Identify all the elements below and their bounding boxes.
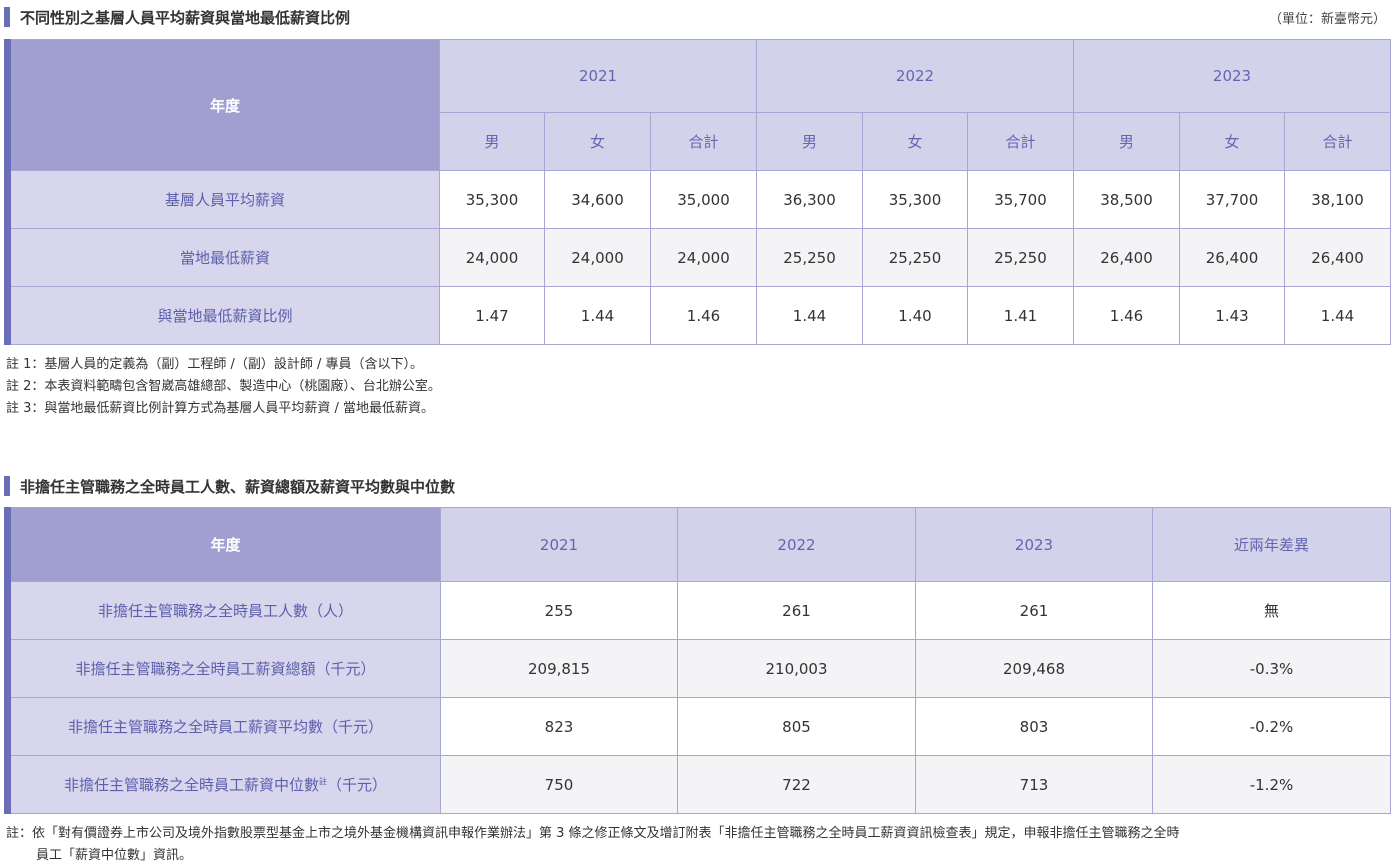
- table1-year-2021: 2021: [439, 39, 757, 113]
- table-cell: 24,000: [544, 228, 651, 287]
- row-label-main: 非擔任主管職務之全時員工薪資中位數: [63, 776, 319, 794]
- table-cell: 25,250: [967, 228, 1074, 287]
- table-cell: 209,468: [915, 639, 1153, 698]
- footnote-marker: 註: [319, 777, 327, 786]
- table-cell: 1.41: [967, 286, 1074, 345]
- table-cell: 803: [915, 697, 1153, 756]
- table1-gender-header: 合計: [1284, 112, 1391, 171]
- table-cell: 38,100: [1284, 170, 1391, 229]
- table-cell: 1.43: [1179, 286, 1285, 345]
- section2-accent-bar: [4, 476, 10, 496]
- table-cell: 無: [1152, 581, 1391, 640]
- table-row: 非擔任主管職務之全時員工薪資總額（千元） 209,815 210,003 209…: [4, 639, 1391, 698]
- table1-gender-header: 女: [862, 112, 968, 171]
- section1-notes: 註 1：基層人員的定義為（副）工程師 /（副）設計師 / 專員（含以下）。 註 …: [6, 354, 441, 420]
- row-label: 與當地最低薪資比例: [4, 286, 440, 345]
- table1-corner-year: 年度: [4, 39, 440, 171]
- note-line: 註：依「對有價證券上市公司及境外指數股票型基金上市之境外基金機構資訊申報作業辦法…: [6, 826, 1180, 841]
- row-label: 非擔任主管職務之全時員工薪資中位數註（千元）: [4, 755, 441, 814]
- non-manager-salary-table: 年度 2021 2022 2023 近兩年差異 非擔任主管職務之全時員工人數（人…: [4, 507, 1391, 814]
- section2-title: 非擔任主管職務之全時員工人數、薪資總額及薪資平均數與中位數: [20, 477, 456, 496]
- table-cell: 26,400: [1284, 228, 1391, 287]
- table-cell: 26,400: [1179, 228, 1285, 287]
- table-cell: 36,300: [756, 170, 863, 229]
- row-label: 非擔任主管職務之全時員工薪資總額（千元）: [4, 639, 441, 698]
- table-cell: 713: [915, 755, 1153, 814]
- gender-salary-table: 年度 2021 2022 2023 男 女 合計 男 女 合計 男 女 合計 基…: [4, 39, 1391, 345]
- table2-year-2021: 2021: [440, 507, 678, 582]
- table-cell: 34,600: [544, 170, 651, 229]
- note-line: 員工「薪資中位數」資訊。: [36, 848, 193, 863]
- table-cell: 209,815: [440, 639, 678, 698]
- table-row: 與當地最低薪資比例 1.47 1.44 1.46 1.44 1.40 1.41 …: [4, 286, 1391, 345]
- note-line: 註 3：與當地最低薪資比例計算方式為基層人員平均薪資 / 當地最低薪資。: [6, 401, 435, 416]
- row-label: 非擔任主管職務之全時員工人數（人）: [4, 581, 441, 640]
- table-cell: 1.40: [862, 286, 968, 345]
- table-cell: 35,000: [650, 170, 757, 229]
- table-cell: 38,500: [1073, 170, 1180, 229]
- table-cell: 1.46: [1073, 286, 1180, 345]
- table-cell: 1.44: [756, 286, 863, 345]
- table1-gender-header: 合計: [650, 112, 757, 171]
- section1-header: 不同性別之基層人員平均薪資與當地最低薪資比例: [4, 6, 350, 28]
- table-cell: 35,300: [862, 170, 968, 229]
- row-label-unit: （千元）: [327, 776, 388, 794]
- table2-year-2023: 2023: [915, 507, 1153, 582]
- table-cell: -1.2%: [1152, 755, 1391, 814]
- table-cell: 1.44: [1284, 286, 1391, 345]
- section1-unit: （單位：新臺幣元）: [1268, 12, 1386, 27]
- table-cell: 722: [677, 755, 916, 814]
- table-cell: 750: [440, 755, 678, 814]
- table2-corner-year: 年度: [4, 507, 441, 582]
- table2-year-2022: 2022: [677, 507, 916, 582]
- table1-gender-header: 男: [439, 112, 545, 171]
- table-cell: 26,400: [1073, 228, 1180, 287]
- table-cell: 35,300: [439, 170, 545, 229]
- table-cell: 1.44: [544, 286, 651, 345]
- table-row: 基層人員平均薪資 35,300 34,600 35,000 36,300 35,…: [4, 170, 1391, 229]
- table-cell: 261: [915, 581, 1153, 640]
- table2-diff-header: 近兩年差異: [1152, 507, 1391, 582]
- table-cell: -0.3%: [1152, 639, 1391, 698]
- table-cell: 35,700: [967, 170, 1074, 229]
- table-cell: 24,000: [650, 228, 757, 287]
- row-label: 當地最低薪資: [4, 228, 440, 287]
- table-row: 非擔任主管職務之全時員工薪資中位數註（千元） 750 722 713 -1.2%: [4, 755, 1391, 814]
- section2-notes: 註：依「對有價證券上市公司及境外指數股票型基金上市之境外基金機構資訊申報作業辦法…: [6, 823, 1180, 867]
- table-row: 非擔任主管職務之全時員工薪資平均數（千元） 823 805 803 -0.2%: [4, 697, 1391, 756]
- table1-year-2022: 2022: [756, 39, 1074, 113]
- table-cell: 25,250: [756, 228, 863, 287]
- row-label: 基層人員平均薪資: [4, 170, 440, 229]
- note-line: 註 1：基層人員的定義為（副）工程師 /（副）設計師 / 專員（含以下）。: [6, 357, 424, 372]
- table1-year-2023: 2023: [1073, 39, 1391, 113]
- table-row: 當地最低薪資 24,000 24,000 24,000 25,250 25,25…: [4, 228, 1391, 287]
- note-line: 註 2：本表資料範疇包含智崴高雄總部、製造中心（桃園廠）、台北辦公室。: [6, 379, 441, 394]
- table-cell: 24,000: [439, 228, 545, 287]
- row-label: 非擔任主管職務之全時員工薪資平均數（千元）: [4, 697, 441, 756]
- table-cell: 805: [677, 697, 916, 756]
- table1-gender-header: 女: [544, 112, 651, 171]
- table1-gender-header: 男: [1073, 112, 1180, 171]
- table-cell: 210,003: [677, 639, 916, 698]
- table-cell: 1.47: [439, 286, 545, 345]
- section2-header: 非擔任主管職務之全時員工人數、薪資總額及薪資平均數與中位數: [4, 475, 455, 497]
- table-cell: 37,700: [1179, 170, 1285, 229]
- table-row: 非擔任主管職務之全時員工人數（人） 255 261 261 無: [4, 581, 1391, 640]
- section1-title: 不同性別之基層人員平均薪資與當地最低薪資比例: [20, 8, 351, 27]
- table-cell: 1.46: [650, 286, 757, 345]
- table1-gender-header: 女: [1179, 112, 1285, 171]
- table-cell: 25,250: [862, 228, 968, 287]
- section1-accent-bar: [4, 7, 10, 27]
- table-cell: 823: [440, 697, 678, 756]
- table-cell: -0.2%: [1152, 697, 1391, 756]
- table1-gender-header: 合計: [967, 112, 1074, 171]
- table1-gender-header: 男: [756, 112, 863, 171]
- table-cell: 255: [440, 581, 678, 640]
- table-cell: 261: [677, 581, 916, 640]
